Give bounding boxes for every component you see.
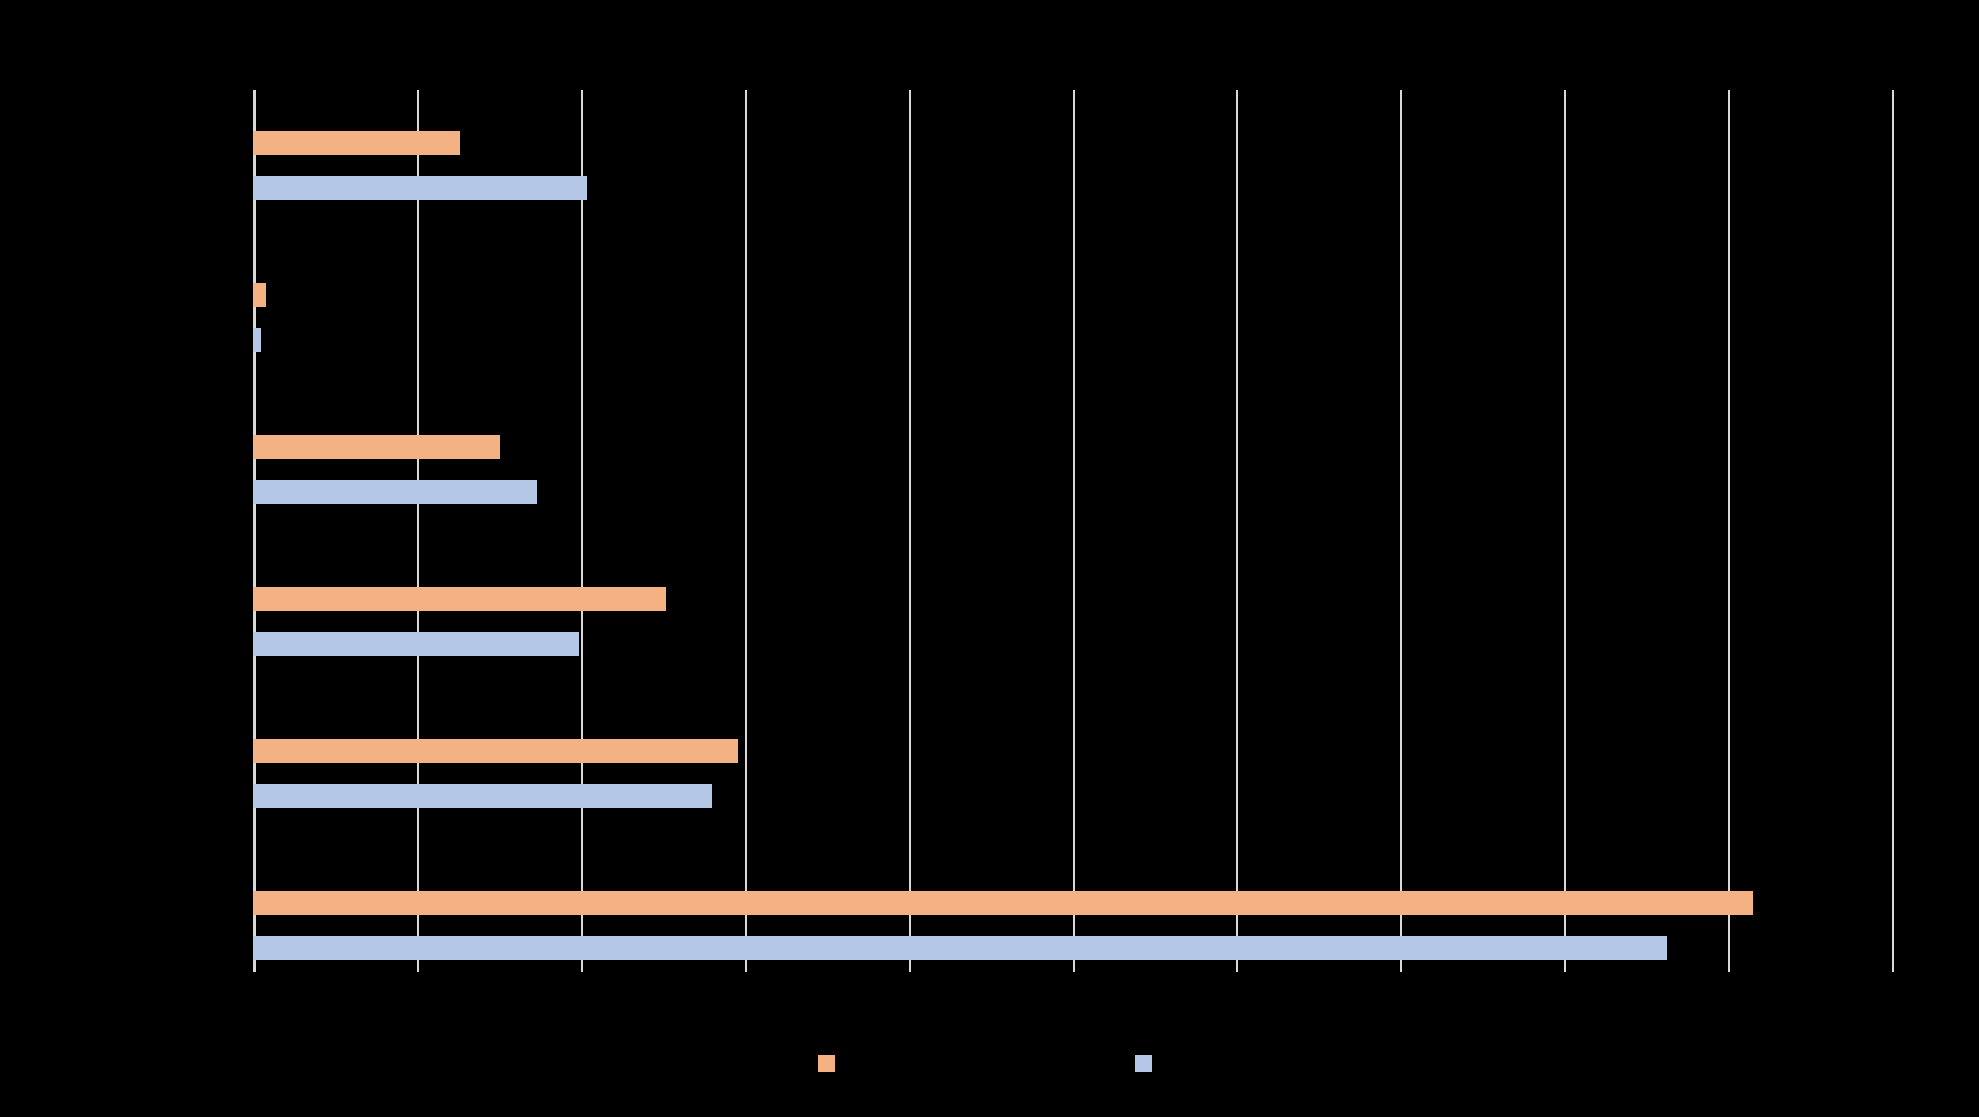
bar-group-0-series-1 (253, 176, 588, 200)
gridline-8 (1564, 90, 1567, 972)
bar-group-2-series-1 (253, 480, 537, 504)
gridline-4 (908, 90, 911, 972)
bar-group-1-series-1 (253, 328, 262, 352)
legend-entry-series-0[interactable] (817, 1055, 845, 1072)
gridline-2 (580, 90, 583, 972)
gridline-6 (1236, 90, 1239, 972)
bar-group-5-series-1 (253, 936, 1668, 960)
bar-group-4-series-0 (253, 739, 739, 763)
gridline-3 (744, 90, 747, 972)
legend-swatch-icon-series-0 (817, 1055, 835, 1072)
gridline-5 (1072, 90, 1075, 972)
gridline-0 (253, 90, 255, 972)
bar-group-3-series-0 (253, 587, 667, 611)
legend-swatch-icon-series-1 (1134, 1055, 1152, 1072)
gridline-9 (1728, 90, 1731, 972)
bar-group-3-series-1 (253, 632, 580, 656)
gridline-7 (1400, 90, 1403, 972)
bar-group-4-series-1 (253, 784, 712, 808)
plot-area (253, 90, 1894, 972)
bar-group-5-series-0 (253, 891, 1753, 915)
bar-group-2-series-0 (253, 435, 501, 459)
legend-entry-series-1[interactable] (1134, 1055, 1162, 1072)
gridline-10 (1892, 90, 1894, 972)
gridline-1 (416, 90, 419, 972)
bar-group-1-series-0 (253, 283, 267, 307)
bar-group-0-series-0 (253, 131, 460, 155)
chart-legend (0, 1055, 1979, 1072)
